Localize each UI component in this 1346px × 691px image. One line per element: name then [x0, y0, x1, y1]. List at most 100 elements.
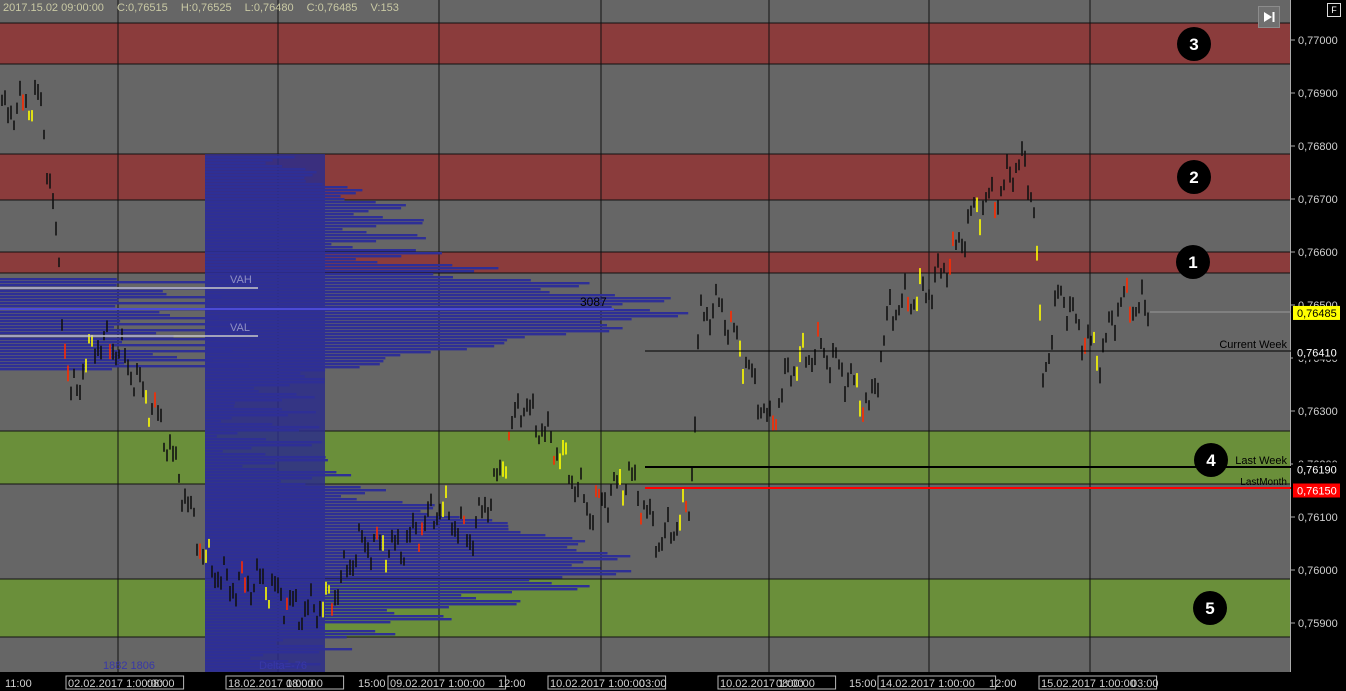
profile-bar [205, 165, 283, 168]
header-volume: V:153 [370, 2, 399, 14]
profile-bar-left [0, 365, 249, 368]
profile-bar [205, 522, 508, 525]
profile-bar [205, 411, 316, 414]
header-open: C:0,76515 [117, 2, 168, 14]
header-high: H:0,76525 [180, 2, 232, 14]
profile-bar [205, 288, 541, 291]
profile-bar [205, 219, 424, 222]
profile-bar [205, 258, 356, 261]
profile-bar-left [0, 362, 125, 365]
profile-bar [205, 420, 221, 423]
profile-bar-left [0, 293, 167, 296]
price-tick-label: 0,77000 [1298, 35, 1338, 47]
profile-bar [205, 615, 444, 618]
profile-bar [205, 333, 567, 336]
profile-bar [205, 516, 460, 519]
profile-footer-delta: Delta=-76 [259, 660, 307, 672]
profile-bar [205, 663, 321, 666]
skip-forward-button[interactable] [1258, 6, 1280, 28]
price-tick-label: 0,76800 [1298, 141, 1338, 153]
profile-bar [205, 351, 431, 354]
profile-bar [205, 486, 361, 489]
profile-bar [205, 534, 546, 537]
profile-bar [205, 192, 356, 195]
profile-bar [205, 228, 343, 231]
profile-bar [205, 561, 584, 564]
profile-bar [205, 504, 435, 507]
time-tick-label: 02.02.2017 1:00:00 [68, 678, 163, 690]
profile-bar [205, 612, 395, 615]
profile-bar [205, 654, 264, 657]
skip-forward-icon [1264, 12, 1275, 22]
price-axis-bg [1291, 0, 1346, 691]
profile-bar [205, 444, 312, 447]
price-tick-label: 0,76100 [1298, 512, 1338, 524]
profile-bar [205, 396, 315, 399]
fullscreen-button[interactable]: F [1327, 3, 1341, 17]
profile-bar [205, 594, 462, 597]
resistance-zone-1 [0, 252, 1291, 273]
profile-bar [205, 576, 563, 579]
time-label-box [547, 675, 667, 690]
profile-bar [205, 297, 671, 300]
profile-bar [205, 207, 402, 210]
resistance-zone-2 [0, 154, 1291, 200]
support-zone-5 [0, 579, 1291, 637]
time-tick-label: 10.02.2017 1:00:00 [550, 678, 645, 690]
profile-bar-left [0, 344, 250, 347]
time-tick-label: 12:00 [989, 678, 1017, 690]
profile-bar [205, 468, 277, 471]
zone-marker-label: 2 [1189, 168, 1198, 187]
profile-bar [205, 501, 403, 504]
profile-bar [205, 282, 590, 285]
profile-bar-left [0, 326, 114, 329]
profile-bar [205, 567, 601, 570]
profile-bar-left [0, 341, 122, 344]
price-badge-label: 0,76410 [1297, 348, 1337, 360]
profile-bar [205, 186, 348, 189]
profile-bar [205, 255, 402, 258]
profile-bar [205, 180, 306, 183]
profile-bar [205, 498, 357, 501]
profile-bar [205, 630, 376, 633]
support-zone-4 [0, 431, 1291, 484]
zone-marker-label: 3 [1189, 35, 1198, 54]
profile-bar [205, 543, 579, 546]
profile-bar [205, 276, 453, 279]
price-badge-label: 0,76190 [1297, 464, 1337, 476]
time-tick-label: 10.02.2017 1:00:00 [720, 678, 815, 690]
price-tick-label: 0,76900 [1298, 88, 1338, 100]
profile-bar [205, 360, 384, 363]
profile-bar [205, 201, 376, 204]
time-tick-label: 09.02.2017 1:00:00 [390, 678, 485, 690]
profile-bar-left [0, 314, 170, 317]
profile-bar [205, 204, 406, 207]
profile-bar [205, 456, 326, 459]
profile-bar [205, 558, 618, 561]
profile-bar [205, 366, 360, 369]
last-month-label: LastMonth [1240, 477, 1287, 488]
zone-marker-label: 1 [1188, 253, 1197, 272]
profile-bar-left [0, 347, 113, 350]
price-tick-label: 0,76600 [1298, 247, 1338, 259]
profile-bar [205, 270, 475, 273]
profile-bar [205, 342, 505, 345]
zone-marker-4 [1194, 443, 1228, 477]
profile-bar [205, 156, 295, 159]
profile-bar-left [0, 350, 233, 353]
profile-bar [205, 399, 282, 402]
profile-bar [205, 624, 325, 627]
header-datetime: 2017.15.02 09:00:00 [3, 2, 104, 14]
profile-bar [205, 294, 615, 297]
time-label-box [1038, 675, 1158, 690]
profile-bar [205, 621, 391, 624]
profile-bar [205, 570, 632, 573]
profile-footer-volumes: 1882 1806 [103, 660, 155, 672]
profile-bar-left [0, 359, 213, 362]
val-label: VAL [230, 322, 250, 334]
profile-bar [205, 279, 531, 282]
profile-bar [205, 300, 665, 303]
profile-bar [205, 348, 467, 351]
profile-bar-left [0, 332, 157, 335]
